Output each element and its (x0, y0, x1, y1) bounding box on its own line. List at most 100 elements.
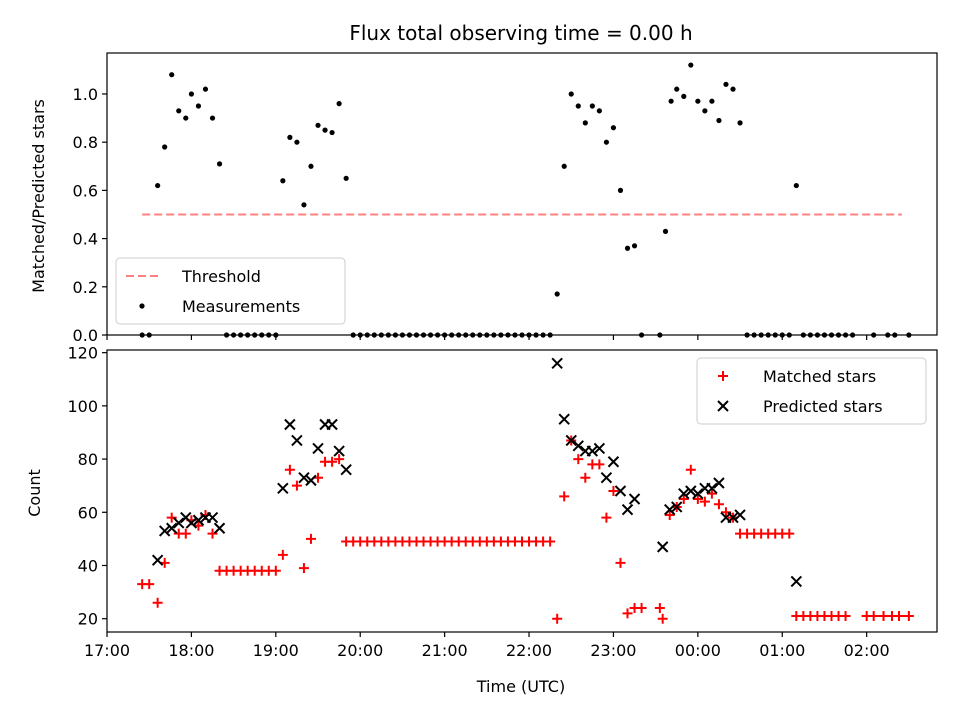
predicted-star-point (551, 357, 563, 370)
measurement-point (561, 163, 567, 169)
measurement-point (216, 161, 223, 167)
predicted-star-point (656, 541, 669, 553)
top-axes-frame (106, 52, 938, 336)
measurement-point (169, 72, 175, 78)
measurement-point (188, 91, 195, 97)
measurement-point (155, 182, 161, 189)
matched-star-point (152, 597, 163, 608)
predicted-star-point (173, 517, 185, 529)
measurement-point (793, 182, 799, 189)
matched-star-point (692, 493, 703, 504)
matched-star-point (699, 496, 710, 507)
matched-star-point (657, 613, 668, 624)
measurement-point (336, 101, 342, 107)
measurement-point (183, 115, 189, 121)
predicted-star-point (277, 482, 289, 495)
measurement-point (624, 245, 631, 251)
matched-star-point (284, 464, 295, 475)
matched-star-point (868, 611, 879, 622)
matched-star-point (636, 603, 647, 614)
measurement-point (662, 228, 669, 234)
matched-star-point (601, 512, 612, 523)
x-tick-label: 17:00 (84, 641, 130, 660)
matched-star-point (713, 499, 724, 510)
matched-star-point (573, 454, 584, 465)
predicted-star-point (305, 474, 317, 487)
x-tick-label: 01:00 (759, 641, 805, 660)
predicted-star-point (692, 487, 704, 500)
x-tick-label: 02:00 (844, 641, 890, 660)
matched-star-point (720, 507, 731, 518)
measurement-point (308, 163, 314, 169)
matched-star-point (685, 464, 696, 475)
matched-star-point (327, 456, 338, 467)
measurement-point (315, 122, 321, 128)
top-y-tick-label: 0.8 (73, 133, 98, 152)
predicted-star-point (607, 456, 620, 468)
bottom-y-tick-label: 100 (67, 397, 98, 416)
predicted-star-point (291, 434, 303, 447)
measurement-point (575, 103, 581, 109)
bottom-panel: 20 40 60 80 100 120 17:00 18:00 19:00 20:00 21:00 2… (67, 344, 938, 660)
matched-star-point (166, 512, 177, 523)
matched-star-point (878, 611, 889, 622)
measurement-point (737, 120, 743, 126)
measurement-point (162, 144, 168, 150)
matched-star-point (840, 611, 851, 622)
measurement-point (688, 62, 694, 68)
predicted-star-point (298, 471, 310, 484)
matched-star-point (298, 563, 309, 574)
bottom-y-tick-label: 60 (78, 503, 98, 522)
legend-label: Matched stars (763, 367, 876, 386)
measurement-point (596, 108, 602, 114)
predicted-star-point (565, 434, 577, 447)
matched-star-point (552, 613, 563, 624)
predicted-star-point (185, 517, 198, 529)
predicted-star-point (166, 522, 178, 534)
top-y-tick-label: 1.0 (73, 85, 98, 104)
measurement-point (568, 91, 574, 97)
measurement-point (287, 134, 293, 140)
predicted-star-point (593, 442, 606, 455)
x-tick-label: 19:00 (253, 641, 299, 660)
predicted-star-point (151, 554, 164, 566)
measurement-point (668, 98, 674, 104)
matched-star-point (277, 549, 288, 560)
legend-label: Threshold (181, 267, 261, 286)
predicted-star-point (706, 482, 718, 495)
matched-star-point (207, 528, 218, 539)
x-tick-label: 23:00 (590, 641, 636, 660)
bottom-legend-box (696, 357, 927, 425)
matched-star-point (180, 528, 191, 539)
matched-star-point (594, 459, 605, 470)
bottom-y-tick-label: 20 (78, 610, 98, 629)
legend-label: Predicted stars (763, 397, 883, 416)
matched-star-point (903, 611, 914, 622)
x-tick-label: 21:00 (422, 641, 468, 660)
matched-star-point (894, 611, 905, 622)
predicted-star-point (671, 501, 683, 513)
matched-star-point (334, 454, 345, 465)
matched-star-point (559, 491, 570, 502)
bottom-y-tick-label: 40 (78, 556, 98, 575)
measurement-point (681, 93, 687, 99)
predicted-star-point (628, 493, 641, 505)
measurement-point (202, 86, 209, 92)
top-legend: Threshold Measurements (115, 257, 346, 325)
top-legend-box (115, 257, 346, 325)
matched-star-point (664, 509, 675, 520)
predicted-star-point (614, 485, 627, 497)
x-tick-label: 20:00 (337, 641, 383, 660)
matched-star-point (144, 579, 155, 590)
matched-star-point (270, 565, 281, 576)
bottom-x-axis-label: Time (UTC) (476, 677, 565, 696)
x-tick-label: 00:00 (675, 641, 721, 660)
predicted-star-point (586, 445, 599, 457)
top-chart-title: Flux total observing time = 0.00 h (349, 21, 692, 45)
measurement-point (195, 103, 202, 109)
measurement-point (723, 81, 729, 87)
measurement-point (329, 129, 335, 136)
predicted-star-point (284, 418, 296, 431)
predicted-star-point (734, 509, 746, 521)
matched-star-point (305, 533, 316, 544)
